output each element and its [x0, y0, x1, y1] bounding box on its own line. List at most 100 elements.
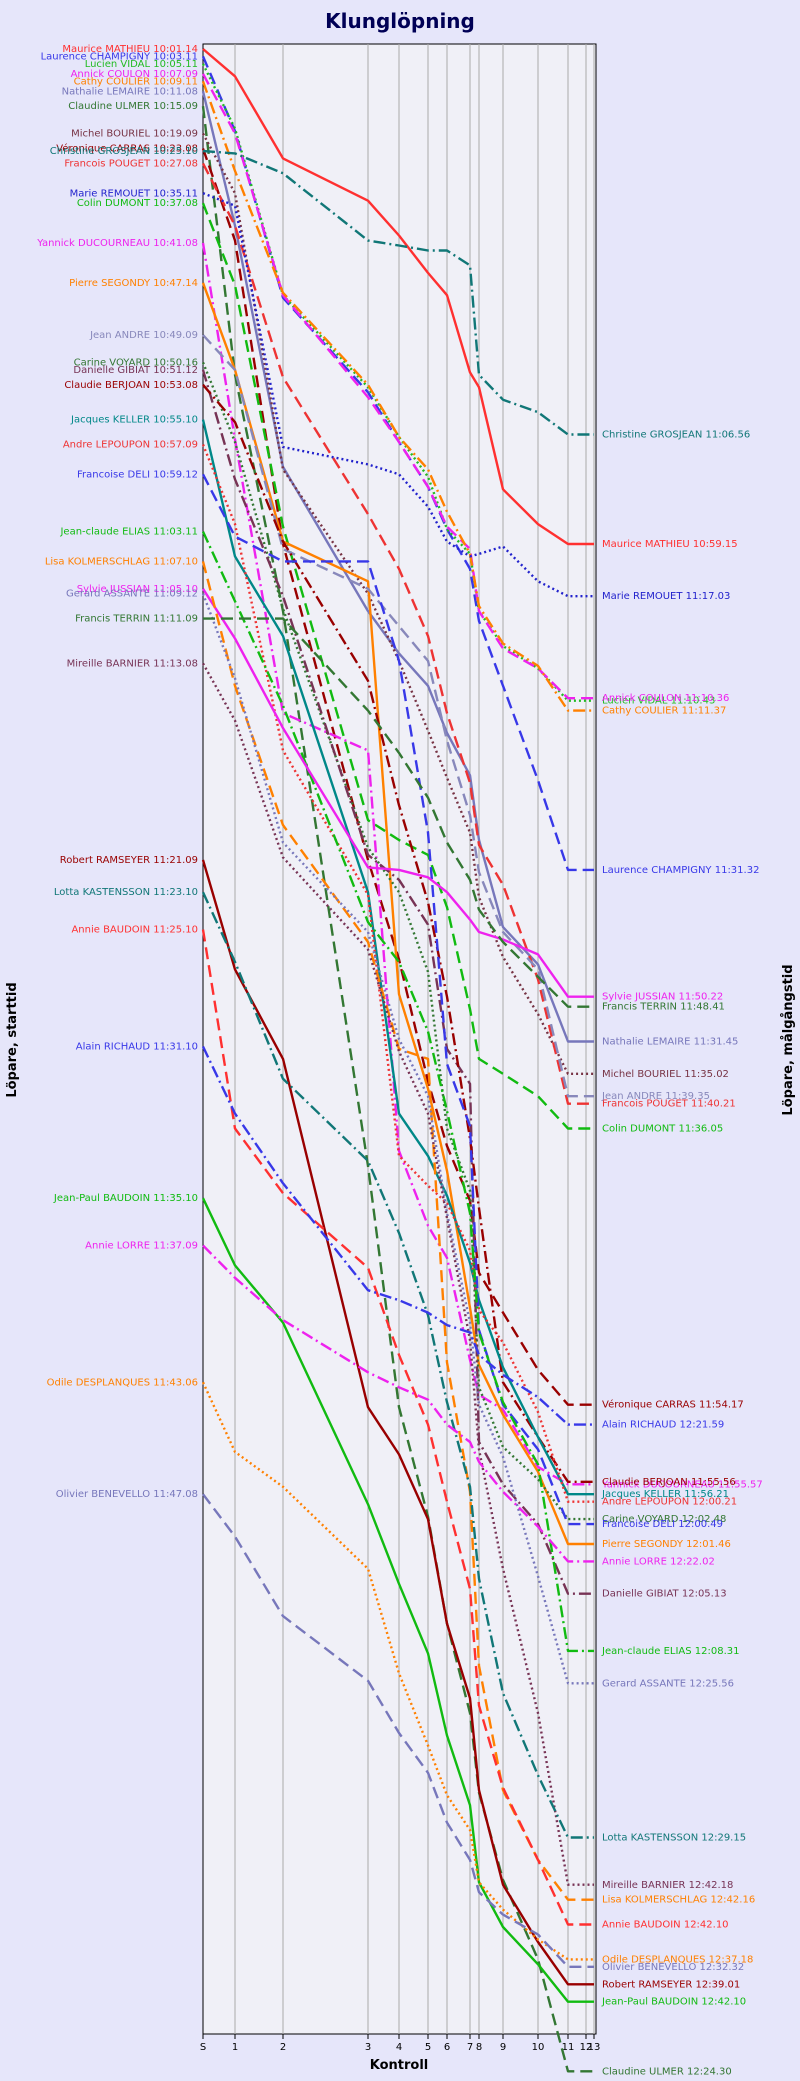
x-tick-label: 8: [476, 2042, 482, 2053]
series-line: [201, 531, 594, 1653]
start-label: Lotta KASTENSSON 11:23.10: [54, 887, 198, 898]
series-line: [201, 561, 594, 1901]
finish-label: Cathy COULIER 11:11.37: [602, 706, 726, 717]
series-line: [201, 588, 594, 998]
x-tick-label: 11: [562, 2042, 575, 2053]
finish-label: Mireille BARNIER 12:42.18: [602, 1880, 733, 1891]
finish-label: Lucien VIDAL 11:10.43: [602, 696, 715, 707]
x-tick-label: 7: [467, 2042, 473, 2053]
series-line: [201, 1381, 594, 1961]
start-label: Francoise DELI 10:59.12: [77, 469, 198, 480]
finish-label: Christine GROSJEAN 11:06.56: [602, 430, 750, 441]
x-tick-label: 2: [280, 2042, 286, 2053]
start-label: Michel BOURIEL 10:19.09: [71, 129, 198, 140]
y-axis-label-left: Löpare, starttid: [5, 982, 20, 1097]
finish-label: Francois POUGET 11:40.21: [602, 1099, 736, 1110]
series-line: [201, 1045, 594, 1426]
series-line: [201, 859, 594, 1986]
start-label: Marie REMOUET 10:35.11: [70, 188, 198, 199]
series-line: [201, 202, 594, 1130]
start-label: Jean ANDRE 10:49.09: [89, 330, 198, 341]
y-axis-label-right: Löpare, målgångstid: [781, 964, 796, 1115]
finish-label: Jean-claude ELIAS 12:08.31: [601, 1646, 740, 1657]
finish-label: Jean-Paul BAUDOIN 12:42.10: [601, 1997, 746, 2008]
finish-label: Michel BOURIEL 11:35.02: [602, 1069, 729, 1080]
x-axis-label: Kontroll: [370, 2058, 429, 2073]
finish-label: Laurence CHAMPIGNY 11:31.32: [602, 865, 759, 876]
start-label: Annie BAUDOIN 11:25.10: [71, 925, 198, 936]
start-label: Danielle GIBIAT 10:51.12: [73, 365, 198, 376]
start-label: Carine VOYARD 10:50.16: [74, 357, 198, 368]
series-line: [203, 617, 594, 1008]
start-label: Laurence CHAMPIGNY 10:03.11: [41, 51, 198, 62]
start-label: Lisa KOLMERSCHLAG 11:07.10: [45, 556, 198, 567]
series-line: [201, 242, 594, 1486]
series-line: [202, 384, 594, 1483]
series-line: [202, 48, 594, 546]
start-label: Claudie BERJOAN 10:53.08: [64, 380, 198, 391]
finish-label: Odile DESPLANQUES 12:37.18: [602, 1954, 753, 1965]
finish-label: Andre LEPOUPON 12:00.21: [602, 1497, 737, 1508]
series-line: [201, 73, 594, 700]
series-line: [202, 1244, 594, 1563]
finish-label: Annie BAUDOIN 12:42.10: [602, 1920, 729, 1931]
series-line: [201, 132, 594, 1075]
x-tick-label: 6: [444, 2042, 450, 2053]
series-line: [201, 473, 594, 1526]
start-label: Christine GROSJEAN 10:25.10: [50, 146, 198, 157]
start-label: Véronique CARRAS 10:23.08: [56, 142, 198, 154]
x-tick-label: 12: [580, 2042, 593, 2053]
x-tick-label: 4: [396, 2042, 402, 2053]
finish-label: Sylvie JUSSIAN 11:50.22: [602, 992, 723, 1003]
finish-label: Annick COULON 11:10.36: [602, 693, 729, 704]
start-label: Jacques KELLER 10:55.10: [70, 415, 198, 426]
start-label: Pierre SEGONDY 10:47.14: [69, 278, 198, 289]
series-line: [201, 1197, 594, 2003]
x-tick-label: 9: [500, 2042, 506, 2053]
finish-label: Claudie BERJOAN 11:55.56: [602, 1477, 736, 1488]
series-line: [201, 91, 594, 1043]
finish-label: Danielle GIBIAT 12:05.13: [602, 1589, 727, 1600]
start-label: Gerard ASSANTE 11:09.12: [66, 589, 198, 600]
series-line: [202, 334, 594, 1098]
start-label: Lucien VIDAL 10:05.11: [85, 59, 198, 70]
finish-label: Jacques KELLER 11:56.21: [601, 1489, 729, 1500]
finish-label: Pierre SEGONDY 12:01.46: [602, 1539, 731, 1550]
finish-label: Francoise DELI 12:00.49: [602, 1519, 723, 1530]
finish-label: Véronique CARRAS 11:54.17: [602, 1399, 744, 1411]
chart-title: Klunglöpning: [325, 9, 475, 33]
series-line: [201, 148, 594, 1406]
finish-label: Robert RAMSEYER 12:39.01: [602, 1979, 740, 1990]
start-label: Nathalie LEMAIRE 10:11.08: [62, 86, 198, 97]
start-label: Mireille BARNIER 11:13.08: [67, 658, 198, 669]
start-label: Jean-claude ELIAS 11:03.11: [59, 527, 198, 538]
series-line: [201, 891, 594, 1839]
series-line: [201, 106, 594, 2073]
x-tick-label: 1: [232, 2042, 238, 2053]
x-tick-label: S: [200, 2042, 206, 2053]
start-label: Robert RAMSEYER 11:21.09: [60, 855, 198, 866]
series-line: [201, 80, 594, 712]
finish-label: Carine VOYARD 12:02.48: [602, 1514, 726, 1525]
start-label: Andre LEPOUPON 10:57.09: [63, 439, 198, 450]
start-label: Annick COULON 10:07.09: [71, 69, 198, 80]
series-line: [202, 149, 594, 436]
series-line: [201, 662, 594, 1886]
start-label: Claudine ULMER 10:15.09: [68, 101, 198, 112]
finish-label: Nathalie LEMAIRE 11:31.45: [602, 1036, 738, 1047]
series-line: [201, 162, 594, 1105]
start-label: Alain RICHAUD 11:31.10: [76, 1041, 198, 1052]
start-label: Maurice MATHIEU 10:01.14: [62, 44, 198, 55]
start-label: Sylvie JUSSIAN 11:05.10: [77, 584, 198, 595]
start-label: Cathy COULIER 10:09.11: [74, 76, 198, 87]
finish-label: Marie REMOUET 11:17.03: [602, 591, 730, 602]
x-tick-label: 13: [588, 2042, 601, 2053]
finish-label: Annie LORRE 12:22.02: [602, 1556, 715, 1567]
finish-label: Jean ANDRE 11:39.35: [601, 1091, 710, 1102]
x-tick-label: 3: [365, 2042, 371, 2053]
finish-label: Gerard ASSANTE 12:25.56: [602, 1678, 734, 1689]
finish-label: Francis TERRIN 11:48.41: [602, 1002, 725, 1013]
